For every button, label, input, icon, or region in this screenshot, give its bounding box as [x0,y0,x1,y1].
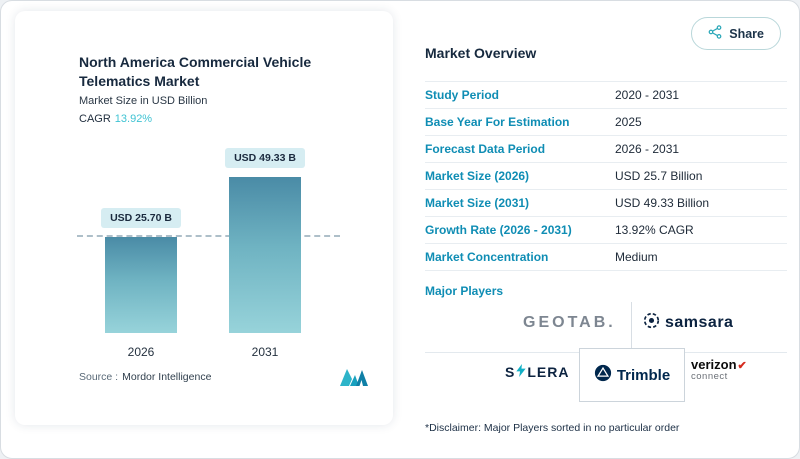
samsara-logo: samsara [643,312,733,334]
table-row-forecast-period: Forecast Data Period 2026 - 2031 [425,136,787,163]
bar-group-2026: USD 25.70 B 2026 [101,148,181,359]
source-label: Source : [79,371,119,383]
table-row-growth-rate: Growth Rate (2026 - 2031) 13.92% CAGR [425,217,787,244]
market-overview-panel: Market Overview Study Period 2020 - 2031… [425,1,787,434]
mordor-intelligence-logo-icon [339,367,369,391]
x-tick-2026: 2026 [127,345,155,359]
x-tick-2031: 2031 [251,345,279,359]
verizon-check-icon: ✔ [737,360,747,372]
disclaimer-text: *Disclaimer: Major Players sorted in no … [425,422,680,434]
cagr-value: 13.92% [114,113,153,125]
major-players-label: Major Players [425,284,504,298]
chart-title: North America Commercial Vehicle Telemat… [79,54,312,89]
bar-chart: USD 25.70 B 2026 USD 49.33 B 2031 [77,148,357,359]
share-icon [708,25,722,42]
market-chart-card: North America Commercial Vehicle Telemat… [15,11,393,425]
verizon-connect-logo: verizon✔ connect [691,357,747,383]
reference-line [77,235,341,237]
table-row-market-size-2031: Market Size (2031) USD 49.33 Billion [425,190,787,217]
source-value: Mordor Intelligence [122,371,212,383]
logos-divider-vertical [631,302,632,348]
share-button[interactable]: Share [691,17,781,50]
major-players-logos: GEOTAB. samsara S LERA [425,300,787,414]
samsara-icon [643,312,660,334]
source-attribution: Source : Mordor Intelligence [79,371,211,383]
bar-2031 [229,177,301,333]
overview-heading: Market Overview [425,45,537,61]
table-row-market-size-2026: Market Size (2026) USD 25.7 Billion [425,163,787,190]
table-row-study-period: Study Period 2020 - 2031 [425,82,787,109]
cagr-label: CAGR [79,113,111,125]
table-row-base-year: Base Year For Estimation 2025 [425,109,787,136]
trimble-icon [594,364,612,386]
solera-logo: S LERA [505,364,570,380]
bar-2026 [105,237,177,333]
bar-value-label-2026: USD 25.70 B [101,208,181,228]
table-row-market-concentration: Market Concentration Medium [425,244,787,271]
bar-value-label-2031: USD 49.33 B [225,148,305,168]
share-label: Share [729,26,764,41]
solera-bolt-icon [516,364,526,380]
chart-cagr: CAGR 13.92% [79,113,152,125]
geotab-logo: GEOTAB. [523,314,616,331]
bar-group-2031: USD 49.33 B 2031 [225,148,305,359]
trimble-logo: Trimble [579,348,685,402]
overview-table: Study Period 2020 - 2031 Base Year For E… [425,81,787,271]
chart-subtitle: Market Size in USD Billion [79,95,208,107]
